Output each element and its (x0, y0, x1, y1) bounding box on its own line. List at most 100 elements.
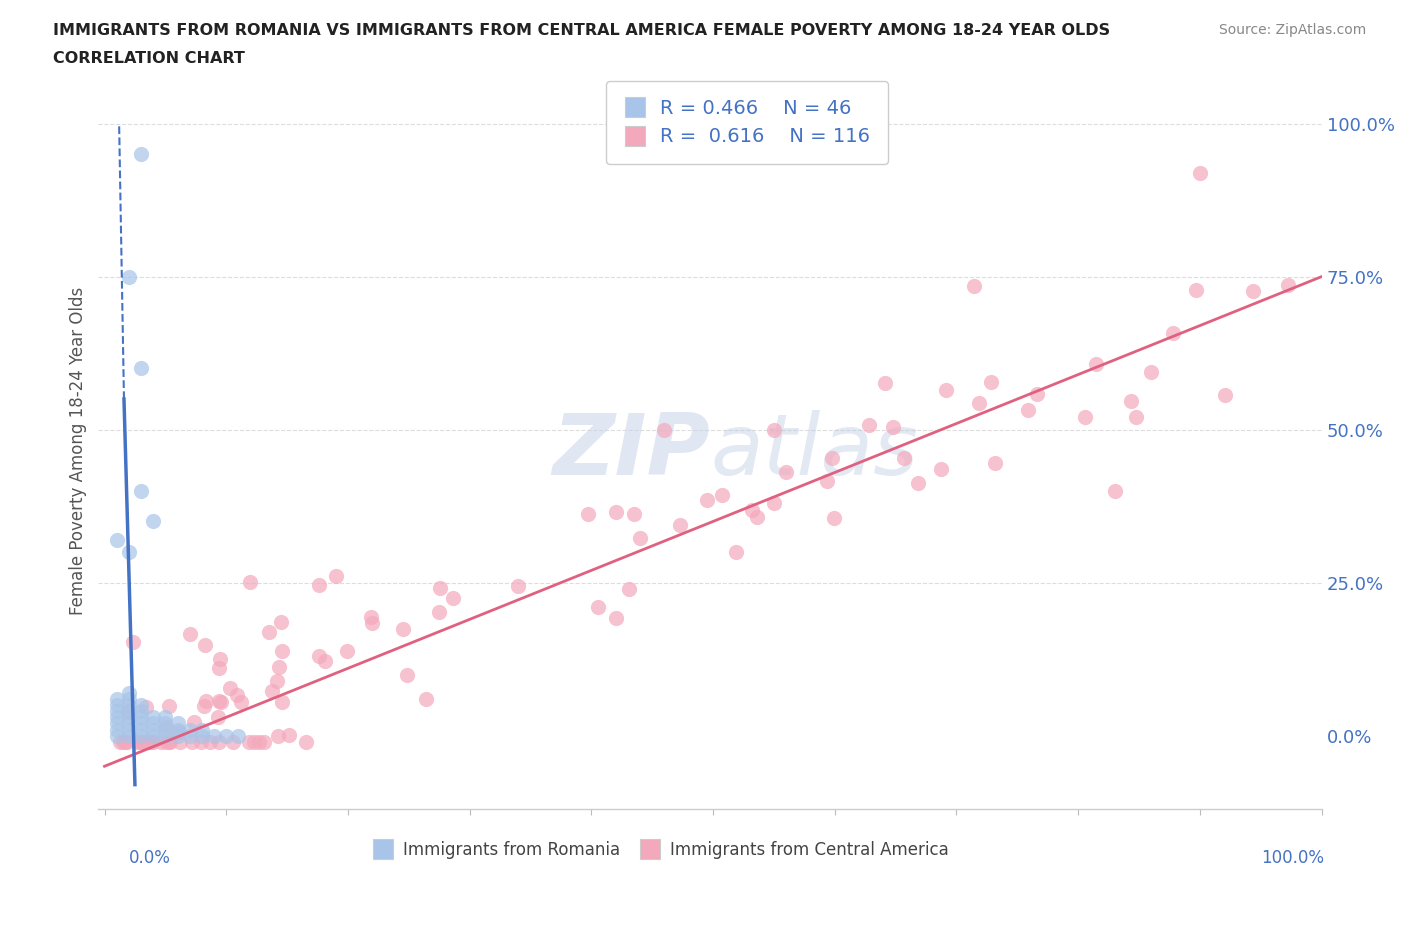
Point (243, 735, 266, 750)
Point (208, 660, 231, 675)
Point (132, 735, 155, 750)
Point (1125, 409, 1147, 424)
Text: Source: ZipAtlas.com: Source: ZipAtlas.com (1219, 23, 1367, 37)
Point (118, 269, 141, 284)
Point (271, 695, 294, 710)
Point (270, 644, 292, 658)
Point (193, 698, 215, 713)
Point (741, 502, 763, 517)
Point (360, 610, 382, 625)
Point (129, 361, 152, 376)
Point (278, 728, 301, 743)
Point (983, 456, 1005, 471)
Point (762, 496, 785, 511)
Point (155, 716, 177, 731)
Point (929, 461, 952, 476)
Point (105, 716, 128, 731)
Point (179, 627, 201, 642)
Point (745, 510, 768, 525)
Point (1026, 386, 1049, 401)
Point (157, 698, 180, 713)
Point (325, 569, 347, 584)
Point (155, 722, 177, 737)
Point (215, 728, 238, 743)
Point (1085, 356, 1108, 371)
Point (180, 735, 202, 750)
Point (129, 710, 152, 724)
Point (118, 704, 141, 719)
Point (118, 722, 141, 737)
Point (858, 418, 880, 432)
Point (427, 604, 450, 619)
Point (166, 716, 188, 731)
Point (360, 616, 382, 631)
Point (195, 693, 218, 708)
Point (183, 714, 205, 729)
Point (142, 514, 165, 529)
Point (395, 668, 418, 683)
Point (169, 735, 191, 750)
Point (1104, 484, 1126, 498)
Text: ZIP: ZIP (553, 409, 710, 493)
Point (207, 735, 229, 750)
Point (270, 615, 292, 630)
Point (129, 704, 152, 719)
Legend: Immigrants from Romania, Immigrants from Central America: Immigrants from Romania, Immigrants from… (367, 834, 956, 865)
Point (202, 728, 225, 743)
Point (238, 735, 260, 750)
Point (108, 735, 131, 750)
Point (823, 511, 845, 525)
Point (267, 659, 290, 674)
Point (711, 487, 734, 502)
Point (218, 681, 240, 696)
Point (962, 279, 984, 294)
Point (129, 147, 152, 162)
Point (149, 735, 172, 750)
Point (118, 692, 141, 707)
Point (136, 735, 159, 750)
Point (1215, 387, 1237, 402)
Point (668, 518, 690, 533)
Point (821, 451, 844, 466)
Point (155, 710, 177, 724)
Point (179, 728, 201, 743)
Point (1277, 278, 1299, 293)
Point (257, 624, 280, 639)
Point (105, 532, 128, 547)
Point (191, 728, 214, 743)
Point (228, 728, 250, 743)
Point (1119, 393, 1142, 408)
Point (209, 695, 232, 710)
Point (132, 735, 155, 750)
Point (1188, 166, 1211, 180)
Point (226, 688, 249, 703)
Point (907, 475, 929, 490)
Point (815, 473, 838, 488)
Point (129, 716, 152, 731)
Point (166, 728, 188, 743)
Point (105, 692, 128, 707)
Point (190, 735, 212, 750)
Point (142, 716, 165, 731)
Point (1140, 365, 1163, 379)
Point (155, 728, 177, 743)
Point (105, 698, 128, 712)
Point (1161, 326, 1184, 340)
Point (969, 396, 991, 411)
Point (576, 506, 599, 521)
Point (775, 465, 797, 480)
Point (207, 710, 229, 724)
Point (605, 610, 627, 625)
Text: IMMIGRANTS FROM ROMANIA VS IMMIGRANTS FROM CENTRAL AMERICA FEMALE POVERTY AMONG : IMMIGRANTS FROM ROMANIA VS IMMIGRANTS FR… (53, 23, 1111, 38)
Point (135, 699, 157, 714)
Point (155, 735, 177, 750)
Y-axis label: Female Poverty Among 18-24 Year Olds: Female Poverty Among 18-24 Year Olds (69, 287, 87, 615)
Point (155, 720, 177, 735)
Point (114, 735, 136, 750)
Point (142, 735, 165, 750)
Point (118, 685, 141, 700)
Point (980, 375, 1002, 390)
Point (267, 729, 290, 744)
Text: 100.0%: 100.0% (1261, 849, 1324, 867)
Point (253, 735, 276, 750)
